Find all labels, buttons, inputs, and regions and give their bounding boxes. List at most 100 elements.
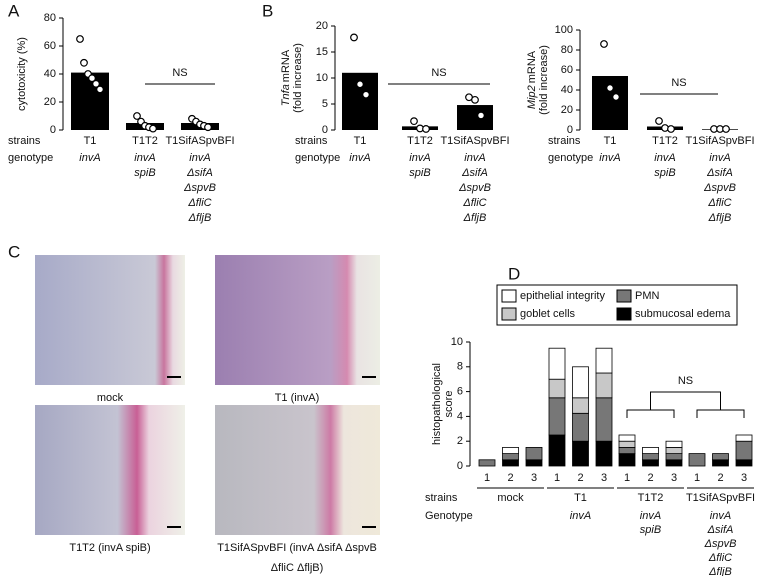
y-axis-label: Tnfa mRNA(fold increase): [280, 43, 304, 113]
y-tick-label: 80: [561, 44, 573, 56]
ns-bracket: [626, 391, 745, 418]
row-label: strains: [425, 492, 458, 504]
annotation: NS: [172, 67, 187, 79]
data-point: [204, 123, 212, 132]
row-label: genotype: [548, 152, 593, 164]
data-point: [92, 79, 100, 88]
data-point: [88, 74, 96, 83]
annotation: NS: [431, 67, 446, 79]
y-axis-label: score: [443, 391, 455, 418]
bar-segment: [688, 453, 706, 467]
genotype-label: ΔsifA: [186, 167, 213, 179]
genotype-label: ΔfljB: [708, 212, 732, 224]
x-tick-label: T1SifASpvBFI: [165, 135, 234, 147]
legend-swatch: [501, 289, 517, 303]
genotype-label: invA: [134, 152, 155, 164]
row-label: genotype: [8, 152, 53, 164]
bar-segment: [502, 453, 519, 461]
group-label: mock: [497, 492, 524, 504]
y-tick-label: 60: [561, 64, 573, 76]
histology-image: [35, 405, 185, 535]
bar-segment: [548, 434, 566, 467]
x-tick-label: 2: [507, 472, 513, 484]
x-tick-label: 2: [647, 472, 653, 484]
genotype-label: spiB: [134, 167, 155, 179]
x-tick-label: 3: [741, 472, 747, 484]
bar-segment: [712, 453, 729, 461]
y-tick-label: 10: [451, 336, 463, 348]
x-tick-label: 2: [717, 472, 723, 484]
data-point: [76, 35, 84, 43]
panel-label: A: [8, 1, 20, 20]
row-label: genotype: [295, 152, 340, 164]
bar-segment: [712, 459, 729, 467]
bar-segment: [572, 366, 589, 399]
data-point: [471, 95, 479, 104]
genotype-label: invA: [654, 152, 675, 164]
bar-segment: [595, 397, 613, 442]
data-point: [600, 40, 608, 48]
image-caption: T1T2 (invA spiB): [69, 542, 150, 554]
annotation: NS: [678, 375, 693, 387]
data-point: [477, 111, 485, 120]
x-tick-label: T1T2: [652, 135, 678, 147]
y-tick-label: 5: [322, 98, 328, 110]
data-point: [350, 33, 358, 42]
x-tick-label: T1: [604, 135, 617, 147]
y-label-unit: (fold increase): [292, 43, 304, 113]
histology: [35, 255, 380, 535]
genotype-label: ΔfliC: [708, 552, 732, 564]
genotype-label: invA: [570, 510, 591, 522]
x-tick-label: T1: [84, 135, 97, 147]
y-axis-label: Mip2 mRNA(fold increase): [526, 45, 550, 115]
y-tick-label: 60: [44, 40, 56, 52]
x-tick-label: T1SifASpvBFI: [440, 135, 509, 147]
y-tick-label: 40: [44, 68, 56, 80]
x-tick-label: T1: [354, 135, 367, 147]
panel-label: C: [8, 242, 20, 261]
image-caption: ΔfliC ΔfljB): [271, 562, 324, 574]
bar-segment: [595, 347, 613, 374]
bar-segment: [502, 446, 519, 454]
y-label-text: mRNA: [526, 50, 538, 83]
bar-segment: [665, 446, 683, 454]
bar-segment: [642, 459, 659, 467]
x-tick-label: 3: [601, 472, 607, 484]
bar-segment: [572, 440, 589, 467]
row-label: Genotype: [425, 510, 473, 522]
data-point: [133, 112, 141, 120]
x-tick-label: 3: [531, 472, 537, 484]
group-label: T1: [574, 492, 587, 504]
y-axis-label: histopathological: [431, 363, 443, 445]
genotype-label: ΔfliC: [462, 197, 486, 209]
x-tick-label: 1: [694, 472, 700, 484]
genotype-label: ΔspvB: [703, 182, 736, 194]
genotype-label: invA: [710, 510, 731, 522]
bar-segment: [665, 459, 683, 467]
x-tick-label: T1T2: [132, 135, 158, 147]
genotype-label: invA: [349, 152, 370, 164]
x-tick-label: T1SifASpvBFI: [685, 135, 754, 147]
panel-label: B: [262, 1, 273, 20]
bar-segment: [618, 446, 636, 454]
legend-swatch: [501, 307, 517, 321]
data-point: [606, 84, 614, 92]
y-tick-label: 6: [457, 386, 463, 398]
data-point: [422, 125, 430, 133]
bar-segment: [735, 440, 753, 461]
x-tick-label: T1T2: [407, 135, 433, 147]
bar-segment: [502, 459, 519, 467]
legend-label: epithelial integrity: [520, 290, 605, 302]
bar-segment: [642, 453, 659, 461]
y-tick-label: 2: [457, 435, 463, 447]
bar-segment: [572, 412, 589, 442]
data-point: [667, 125, 675, 133]
bar-segment: [478, 459, 496, 467]
x-tick-label: 3: [671, 472, 677, 484]
legend-label: PMN: [635, 290, 660, 302]
bar-segment: [548, 378, 566, 399]
x-tick-label: 1: [624, 472, 630, 484]
genotype-label: ΔfliC: [707, 197, 731, 209]
bar-segment: [595, 440, 613, 467]
